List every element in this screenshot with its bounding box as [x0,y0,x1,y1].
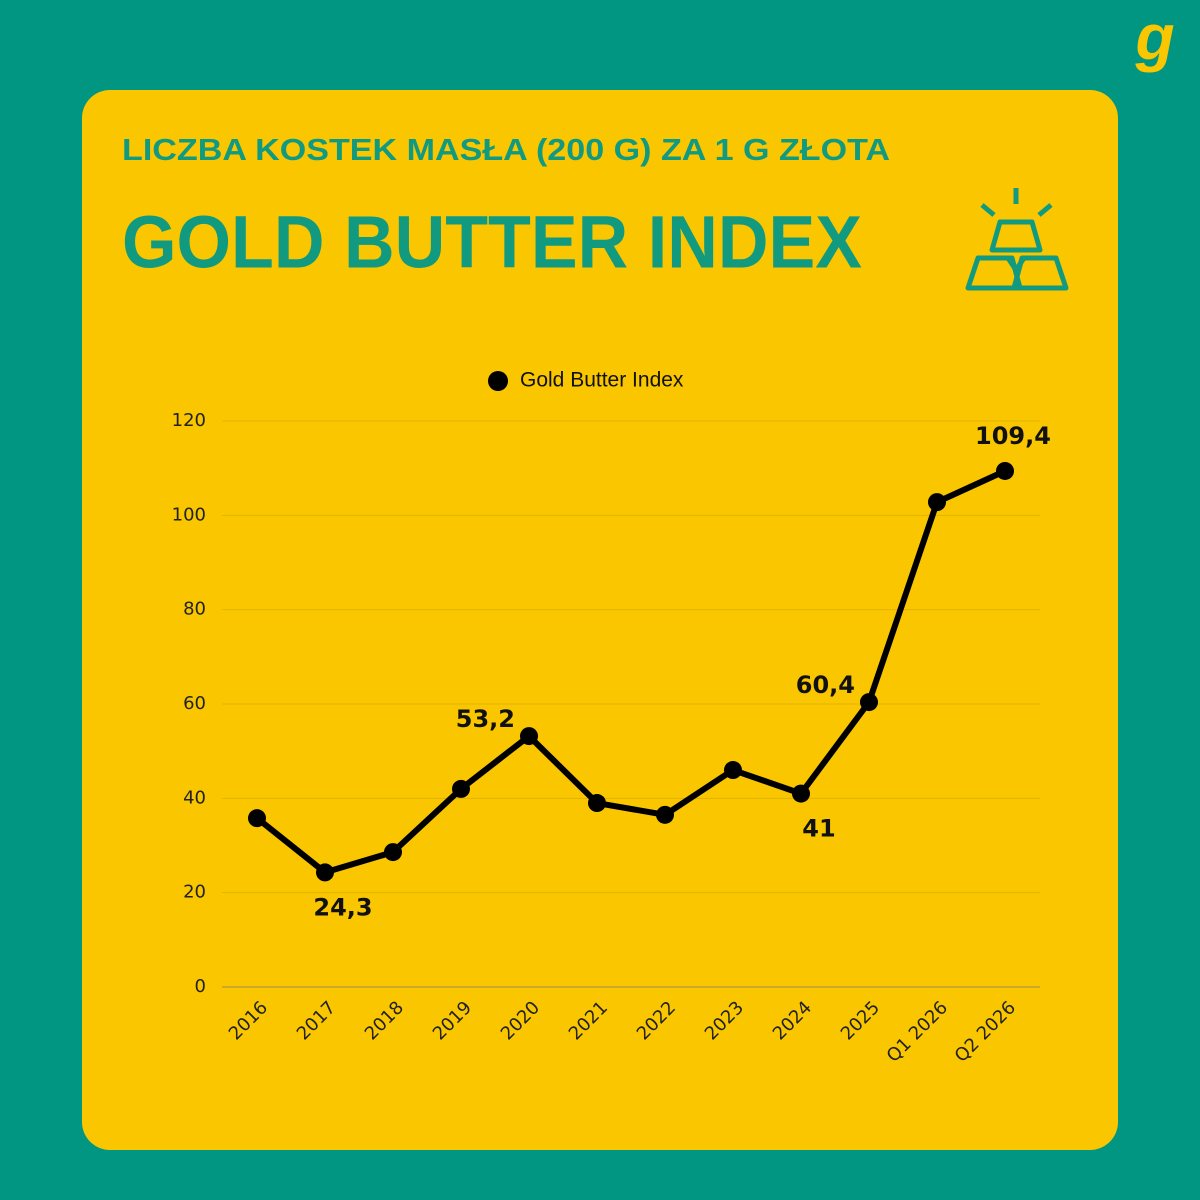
card [82,90,1118,1150]
legend-marker [488,371,508,391]
value-label: 53,2 [456,705,515,733]
legend-label: Gold Butter Index [520,369,684,392]
brand-logo: g [1134,1,1174,73]
y-tick-label: 100 [172,504,206,525]
title: GOLD BUTTER INDEX [122,201,862,284]
point [656,805,674,824]
line [255,468,1007,876]
point [316,863,334,882]
value-label: 60,4 [796,671,855,699]
point [996,461,1014,480]
point [452,779,470,798]
point [520,727,538,746]
gold-icon [965,188,1069,291]
y-tick-label: 40 [183,787,206,808]
y-tick-label: 60 [183,693,206,714]
y-tick-label: 20 [183,882,206,903]
point [860,693,878,712]
value-label: 41 [802,815,835,843]
y-tick-label: 0 [195,976,206,997]
y-tick-label: 120 [172,410,206,431]
point [792,784,810,803]
point [724,761,742,780]
value-label: 24,3 [313,893,372,921]
point [248,809,266,828]
y-tick-label: 80 [183,599,206,620]
value-label: 109,4 [975,422,1051,450]
point [928,493,946,512]
point [384,843,402,862]
subtitle: LICZBA KOSTEK MASŁA (200 G) ZA 1 G ZŁOTA [122,132,890,167]
point [588,794,606,813]
